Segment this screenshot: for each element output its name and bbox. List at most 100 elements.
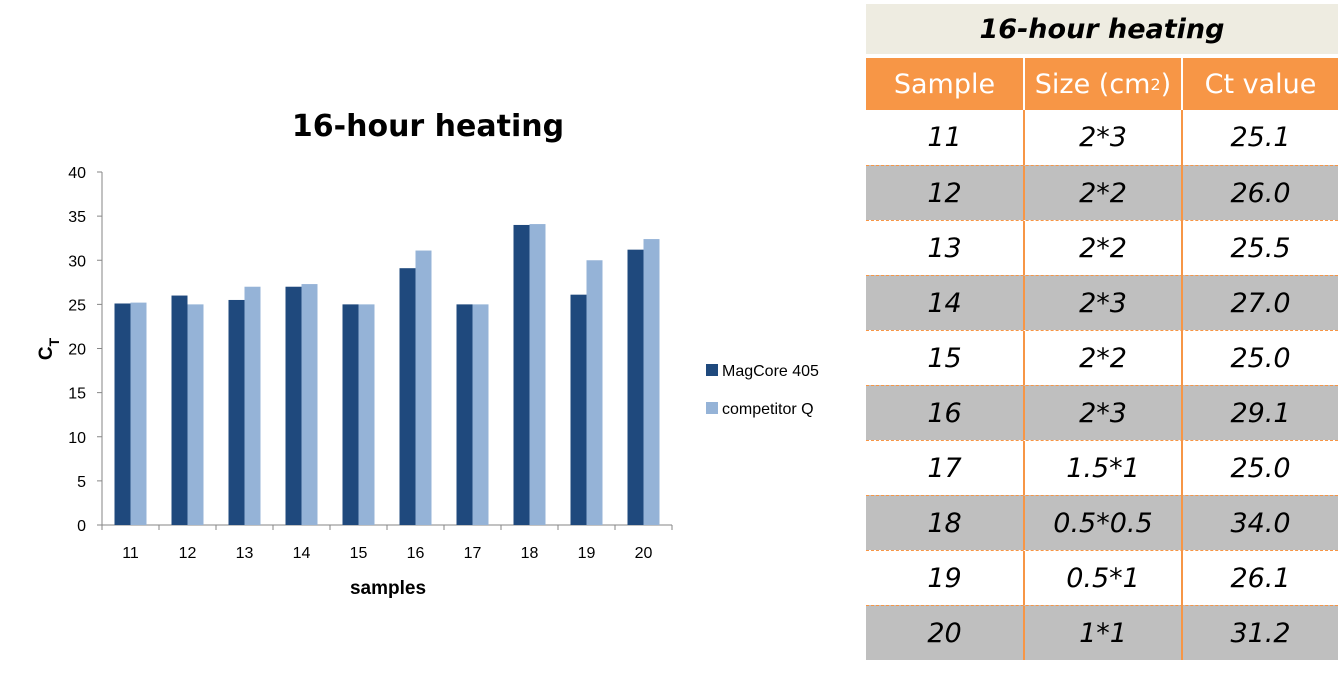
bar-series2 [472,304,489,525]
ct-table: 16-hour heating Sample Size (cm 2) Ct val… [866,4,1338,660]
legend-label: competitor Q [722,401,814,418]
cell-ct: 29.1 [1181,386,1338,440]
y-tick-label: 15 [68,386,86,403]
legend-label: MagCore 405 [722,363,819,380]
y-tick-label: 30 [68,253,86,270]
bar-series1 [171,295,188,525]
header-size-tail: ) [1160,68,1172,100]
bar-chart: 16-hour heating samples CT 0 5 10 15 20 25 30 3… [36,109,819,599]
cell-ct: 31.2 [1181,606,1338,660]
x-tick-label: 16 [407,545,425,562]
table-row: 13 2*2 25.5 [866,220,1338,275]
bar-series1 [513,224,530,525]
cell-sample: 17 [927,452,962,484]
y-tick-label: 20 [68,342,86,359]
bar-series2 [244,286,261,525]
cell-size: 2*2 [1023,331,1181,385]
bar-series1 [228,299,245,525]
cell-ct: 34.0 [1181,496,1338,550]
table-body: 11 2*3 25.1 12 2*2 26.0 13 2*2 25.5 14 2*3 27.0 15 2*… [866,110,1338,660]
cell-sample: 14 [927,287,962,319]
cell-size: 1*1 [1023,606,1181,660]
cell-size: 0.5*0.5 [1023,496,1181,550]
table-header-row: Sample Size (cm 2) Ct value [866,58,1338,110]
y-tick-label: 40 [68,165,86,182]
x-tick-label: 17 [464,545,482,562]
x-tick-label: 19 [578,545,596,562]
cell-size: 2*2 [1023,221,1181,275]
table-row: 16 2*3 29.1 [866,385,1338,440]
x-axis-label: samples [350,578,426,599]
cell-sample: 20 [927,617,962,649]
legend: MagCore 405 competitor Q [706,363,819,418]
bar-series2 [130,302,147,525]
cell-ct: 25.0 [1181,441,1338,495]
cell-ct: 27.0 [1181,276,1338,330]
table-row: 15 2*2 25.0 [866,330,1338,385]
y-axis-label-sub: T [46,337,62,346]
header-size-sup: 2 [1150,74,1161,94]
table-row: 17 1.5*1 25.0 [866,440,1338,495]
cell-sample: 15 [927,342,962,374]
bar-series1 [570,294,587,525]
table-row: 12 2*2 26.0 [866,165,1338,220]
x-tick-label: 12 [179,545,197,562]
x-tick-label: 15 [350,545,368,562]
bar-series2 [415,250,432,526]
legend-swatch [706,402,718,414]
y-axis-label-main: C [36,346,57,360]
bar-series1 [456,304,473,525]
bar-series1 [399,268,416,525]
table-row: 11 2*3 25.1 [866,110,1338,165]
y-tick-label: 10 [68,430,86,447]
bar-series2 [358,304,375,525]
legend-swatch [706,364,718,376]
bar-series1 [285,286,302,525]
y-tick-label: 35 [68,209,86,226]
y-tick-label: 0 [77,518,86,535]
cell-sample: 11 [927,122,962,153]
cell-ct: 25.5 [1181,221,1338,275]
cell-sample: 16 [927,397,962,429]
cell-sample: 19 [927,562,962,594]
header-size: Size (cm 2) [1023,58,1181,110]
y-axis-label: CT [36,337,62,360]
x-tick-label: 13 [236,545,254,562]
cell-size: 0.5*1 [1023,551,1181,605]
cell-ct: 25.0 [1181,331,1338,385]
bar-series2 [187,304,204,525]
table-row: 18 0.5*0.5 34.0 [866,495,1338,550]
bar-series2 [301,284,318,525]
cell-ct: 26.1 [1181,551,1338,605]
bar-series2 [643,239,660,525]
bar-series1 [627,249,644,525]
table-row: 19 0.5*1 26.1 [866,550,1338,605]
cell-size: 2*3 [1023,386,1181,440]
cell-size: 2*3 [1023,276,1181,330]
cell-sample: 18 [927,507,962,539]
bar-series1 [114,303,131,525]
cell-size: 2*2 [1023,166,1181,220]
plot-area: 0 5 10 15 20 25 30 35 40 11 12 13 14 15 16 17 18 19 20 [68,165,673,562]
bar-series1 [342,304,359,525]
cell-ct: 26.0 [1181,166,1338,220]
x-tick-label: 18 [521,545,539,562]
cell-size: 2*3 [1023,110,1181,165]
svg-text:CT: CT [36,337,62,360]
chart-title: 16-hour heating [292,109,564,144]
cell-sample: 13 [927,232,962,264]
cell-sample: 12 [927,177,962,209]
header-ct: Ct value [1181,58,1338,110]
table-title: 16-hour heating [866,4,1338,54]
cell-size: 1.5*1 [1023,441,1181,495]
bar-series2 [586,260,603,525]
y-tick-label: 5 [77,474,86,491]
x-tick-label: 11 [122,545,139,562]
table-row: 14 2*3 27.0 [866,275,1338,330]
table-row: 20 1*1 31.2 [866,605,1338,660]
x-tick-label: 14 [293,545,311,562]
bar-series2 [529,224,546,525]
x-tick-label: 20 [635,545,653,562]
cell-ct: 25.1 [1181,110,1338,165]
header-size-main: Size (cm [1034,68,1151,100]
